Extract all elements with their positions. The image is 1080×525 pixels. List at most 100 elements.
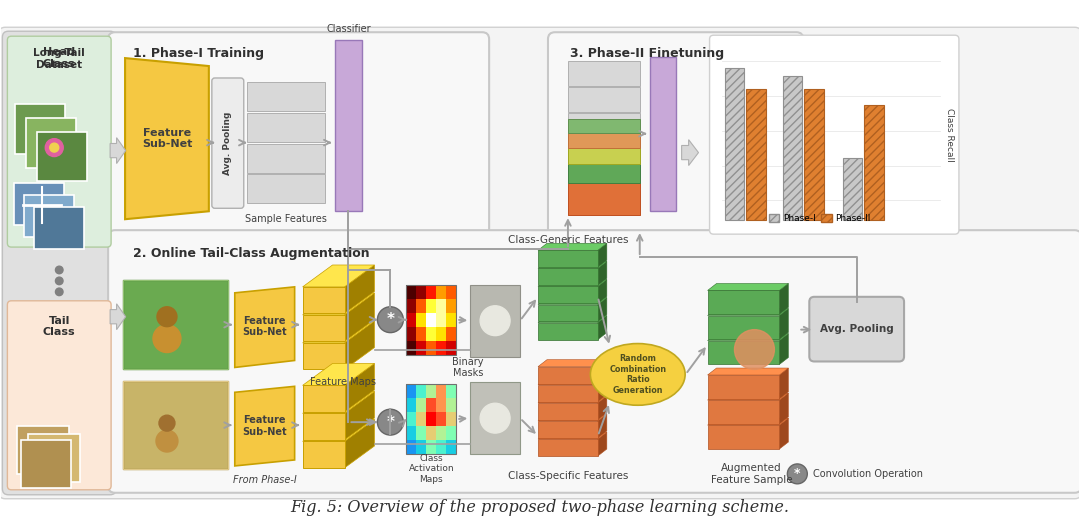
Bar [538, 287, 598, 303]
Polygon shape [598, 316, 607, 340]
Polygon shape [598, 396, 607, 420]
Polygon shape [345, 321, 375, 370]
Bar [538, 366, 598, 384]
Bar [568, 191, 639, 215]
Bar [246, 143, 325, 173]
Bar [707, 316, 780, 339]
Text: Classifier: Classifier [326, 24, 370, 34]
Circle shape [377, 409, 403, 435]
Ellipse shape [591, 343, 685, 405]
Text: Class
Activation
Maps: Class Activation Maps [408, 454, 454, 484]
Bar [302, 385, 345, 412]
Text: Tail
Class: Tail Class [43, 316, 76, 338]
Text: Class-Generic Features: Class-Generic Features [508, 235, 629, 245]
Bar [22, 440, 71, 488]
Bar [568, 119, 639, 133]
FancyBboxPatch shape [548, 32, 804, 237]
Text: Binary
Masks: Binary Masks [453, 356, 484, 378]
Bar [302, 343, 345, 370]
Bar [538, 403, 598, 420]
Bar [246, 174, 325, 203]
Text: Feature
Sub-Net: Feature Sub-Net [141, 128, 192, 150]
Bar [302, 413, 345, 440]
FancyBboxPatch shape [2, 31, 116, 495]
Bar [470, 382, 521, 454]
Circle shape [159, 415, 175, 431]
Polygon shape [538, 316, 607, 323]
Bar [864, 106, 883, 220]
Polygon shape [234, 386, 295, 466]
Text: Avg. Pooling: Avg. Pooling [820, 324, 893, 334]
Bar [650, 57, 676, 211]
Bar [568, 113, 639, 138]
Bar [568, 183, 639, 215]
FancyArrow shape [110, 304, 125, 330]
Bar [707, 375, 780, 399]
Polygon shape [302, 392, 375, 413]
Bar [302, 315, 345, 341]
Polygon shape [780, 284, 788, 314]
Text: 3. Phase-II Finetuning: 3. Phase-II Finetuning [570, 47, 724, 60]
Bar [707, 400, 780, 424]
Text: Augmented
Feature Sample: Augmented Feature Sample [711, 463, 793, 485]
FancyBboxPatch shape [809, 297, 904, 362]
Bar [707, 290, 780, 314]
Polygon shape [598, 432, 607, 456]
Circle shape [153, 324, 181, 352]
Circle shape [156, 430, 178, 452]
Polygon shape [598, 414, 607, 438]
Polygon shape [780, 368, 788, 399]
FancyBboxPatch shape [8, 301, 111, 490]
Bar [302, 287, 345, 313]
Bar [302, 442, 345, 468]
Bar [35, 207, 84, 249]
Circle shape [50, 143, 58, 152]
Legend: Phase-I, Phase-II: Phase-I, Phase-II [765, 211, 875, 227]
Polygon shape [598, 378, 607, 402]
Polygon shape [707, 284, 788, 290]
Text: Feature
Sub-Net: Feature Sub-Net [242, 415, 287, 437]
Bar [725, 68, 744, 220]
Bar [406, 285, 456, 354]
Bar [538, 421, 598, 438]
Circle shape [55, 288, 63, 296]
Bar [568, 165, 639, 190]
Bar [568, 163, 639, 183]
Polygon shape [780, 309, 788, 339]
Bar [707, 425, 780, 449]
Bar [568, 139, 639, 163]
Polygon shape [538, 396, 607, 403]
FancyArrow shape [110, 138, 125, 163]
Polygon shape [345, 265, 375, 313]
Polygon shape [538, 414, 607, 421]
Polygon shape [538, 279, 607, 287]
Bar [842, 158, 862, 220]
Bar [246, 113, 325, 142]
Bar [538, 268, 598, 285]
Bar [538, 385, 598, 402]
Bar [17, 426, 69, 474]
Text: *: * [794, 467, 800, 480]
Polygon shape [345, 419, 375, 468]
Polygon shape [707, 309, 788, 316]
Text: Sample Features: Sample Features [245, 214, 326, 224]
FancyBboxPatch shape [8, 36, 111, 247]
Circle shape [481, 306, 510, 335]
Polygon shape [538, 360, 607, 366]
Polygon shape [780, 418, 788, 449]
Text: *: * [387, 415, 394, 429]
Bar [568, 133, 639, 148]
Polygon shape [780, 393, 788, 424]
Circle shape [481, 403, 510, 433]
Circle shape [157, 307, 177, 327]
Bar [746, 89, 766, 220]
FancyBboxPatch shape [108, 32, 489, 237]
Bar [123, 280, 228, 370]
Circle shape [55, 266, 63, 274]
Polygon shape [598, 279, 607, 303]
Circle shape [45, 139, 64, 156]
Bar [538, 323, 598, 340]
Bar [28, 434, 80, 482]
FancyBboxPatch shape [710, 35, 959, 234]
Bar [568, 148, 639, 163]
